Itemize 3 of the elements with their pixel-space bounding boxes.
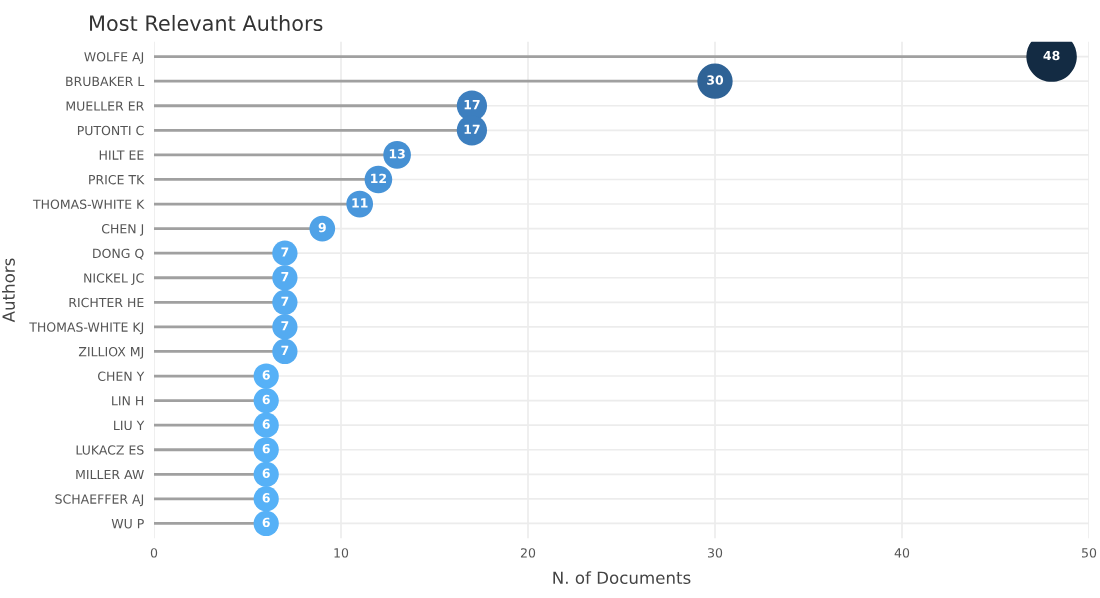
x-axis-title: N. of Documents [553,571,691,585]
y-axis-title: Authors [2,258,15,323]
chart-title: Most Relevant Authors [90,14,323,32]
